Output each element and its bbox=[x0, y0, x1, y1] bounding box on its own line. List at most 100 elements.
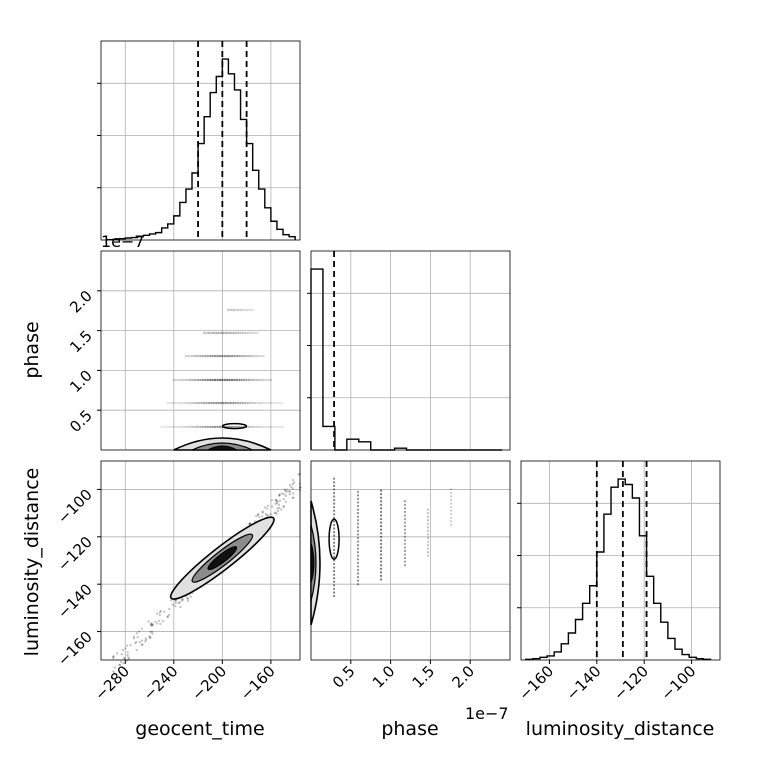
sample-point bbox=[239, 331, 242, 335]
sample-point bbox=[332, 484, 336, 487]
sample-point bbox=[241, 401, 245, 405]
sample-point bbox=[274, 498, 278, 501]
sample-point bbox=[379, 571, 383, 574]
sample-point bbox=[267, 378, 270, 382]
sample-point bbox=[234, 308, 237, 312]
panel-hist-geocent-time bbox=[97, 40, 301, 241]
sample-point bbox=[224, 401, 228, 405]
sample-point bbox=[187, 425, 190, 429]
sample-point bbox=[126, 654, 129, 657]
sample-point bbox=[150, 622, 153, 625]
sample-point bbox=[288, 493, 291, 496]
sample-point bbox=[189, 378, 192, 382]
sample-point bbox=[356, 540, 360, 543]
sample-point bbox=[449, 491, 453, 495]
sample-point bbox=[213, 354, 217, 358]
sample-point bbox=[221, 354, 224, 358]
sample-point bbox=[292, 496, 295, 499]
sample-point bbox=[266, 504, 269, 507]
sample-point bbox=[219, 331, 223, 335]
sample-point bbox=[356, 561, 360, 564]
sample-point bbox=[278, 494, 281, 497]
tick-label: −140 bbox=[54, 580, 96, 622]
offset-text-phase-y: 1e−7 bbox=[101, 232, 145, 251]
sample-point bbox=[184, 378, 188, 382]
sample-point bbox=[182, 425, 185, 429]
sample-point bbox=[403, 521, 407, 524]
sample-point bbox=[276, 502, 279, 505]
sample-point bbox=[129, 644, 132, 647]
sample-point bbox=[236, 308, 240, 312]
sample-point bbox=[449, 513, 453, 516]
sample-point bbox=[249, 401, 252, 405]
sample-point bbox=[356, 547, 360, 550]
sample-point bbox=[356, 572, 360, 575]
tick-label: −100 bbox=[658, 662, 700, 704]
sample-point bbox=[259, 354, 263, 358]
sample-point bbox=[186, 597, 190, 600]
sample-point bbox=[332, 548, 336, 551]
sample-point bbox=[273, 401, 276, 405]
sample-point bbox=[190, 401, 194, 405]
sample-point bbox=[332, 541, 336, 544]
sample-point bbox=[262, 425, 265, 429]
sample-point bbox=[189, 595, 192, 598]
sample-point bbox=[356, 533, 360, 536]
sample-point bbox=[112, 655, 115, 658]
sample-point bbox=[282, 505, 286, 508]
sample-point bbox=[332, 523, 336, 527]
sample-point bbox=[120, 653, 123, 656]
sample-point bbox=[137, 630, 141, 633]
sample-point bbox=[112, 670, 115, 673]
sample-point bbox=[283, 488, 286, 491]
axes-frame bbox=[310, 250, 511, 451]
sample-point bbox=[379, 503, 383, 506]
sample-point bbox=[274, 502, 277, 505]
sample-point bbox=[140, 639, 143, 642]
sample-point bbox=[219, 401, 223, 405]
sample-point bbox=[233, 378, 236, 382]
sample-point bbox=[234, 401, 237, 405]
sample-point bbox=[278, 401, 281, 405]
sample-point bbox=[265, 514, 268, 517]
sample-point bbox=[170, 425, 173, 429]
sample-point bbox=[291, 492, 295, 495]
sample-point bbox=[174, 599, 177, 603]
sample-point bbox=[233, 425, 236, 429]
sample-point bbox=[198, 401, 201, 405]
sample-point bbox=[277, 509, 280, 513]
histogram-step bbox=[310, 268, 503, 451]
sample-point bbox=[221, 378, 224, 382]
sample-point bbox=[250, 378, 253, 382]
axes-frame bbox=[100, 250, 301, 451]
tick-label: −100 bbox=[54, 486, 96, 528]
sample-point bbox=[162, 620, 165, 623]
sample-point bbox=[211, 378, 214, 382]
sample-point bbox=[356, 494, 360, 497]
sample-point bbox=[238, 425, 241, 429]
sample-point bbox=[228, 378, 231, 382]
sample-point bbox=[178, 401, 182, 405]
sample-point bbox=[449, 488, 453, 491]
sample-point bbox=[239, 401, 242, 405]
sample-point bbox=[356, 568, 360, 572]
sample-point bbox=[261, 510, 264, 513]
sample-point bbox=[426, 533, 430, 536]
sample-point bbox=[332, 562, 336, 566]
sample-point bbox=[135, 649, 138, 652]
sample-point bbox=[186, 597, 189, 600]
sample-point bbox=[256, 401, 259, 405]
sample-point bbox=[171, 603, 174, 606]
sample-point bbox=[168, 401, 172, 405]
axes-frame bbox=[310, 460, 511, 661]
sample-point bbox=[144, 637, 147, 640]
sample-point bbox=[288, 483, 292, 487]
sample-point bbox=[227, 401, 230, 405]
sample-point bbox=[241, 331, 245, 335]
sample-point bbox=[270, 499, 274, 502]
sample-point bbox=[173, 401, 177, 405]
sample-point bbox=[332, 570, 336, 573]
sample-point bbox=[290, 485, 293, 489]
sample-point bbox=[253, 331, 257, 335]
sample-point bbox=[403, 507, 407, 510]
